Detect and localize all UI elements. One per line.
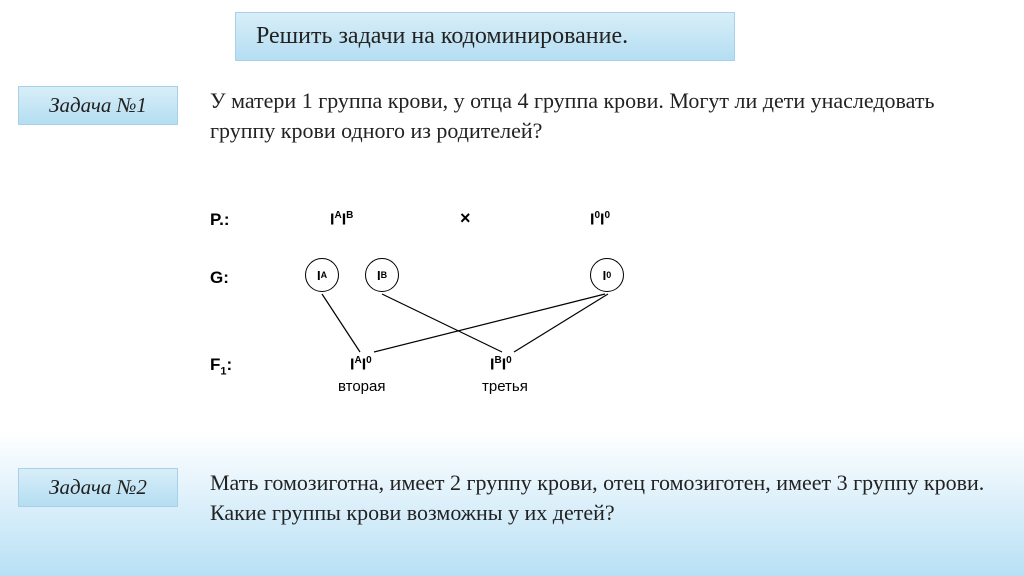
father-genotype: IAIB [330,210,353,229]
genetics-diagram: P.: IAIB × I0I0 G: IA IB I0 F1: IAI0 IBI… [210,200,810,430]
offspring2-genotype: IBI0 [490,355,512,374]
gamete-b: IB [365,258,399,292]
offspring-row-label: F1: [210,355,232,377]
cross-symbol: × [460,208,471,229]
task1-text: У матери 1 группа крови, у отца 4 группа… [210,86,990,145]
mother-genotype: I0I0 [590,210,610,229]
task1-label: Задача №1 [18,86,178,125]
offspring1-label: вторая [338,378,386,395]
gamete-a: IA [305,258,339,292]
task2-text: Мать гомозиготна, имеет 2 группу крови, … [210,468,990,527]
offspring2-label: третья [482,378,528,395]
task2-label: Задача №2 [18,468,178,507]
offspring1-genotype: IAI0 [350,355,372,374]
gamete-0: I0 [590,258,624,292]
gamete-row-label: G: [210,268,229,288]
inheritance-lines [210,200,810,430]
page-title: Решить задачи на кодоминирование. [235,12,735,61]
parent-row-label: P.: [210,210,230,230]
